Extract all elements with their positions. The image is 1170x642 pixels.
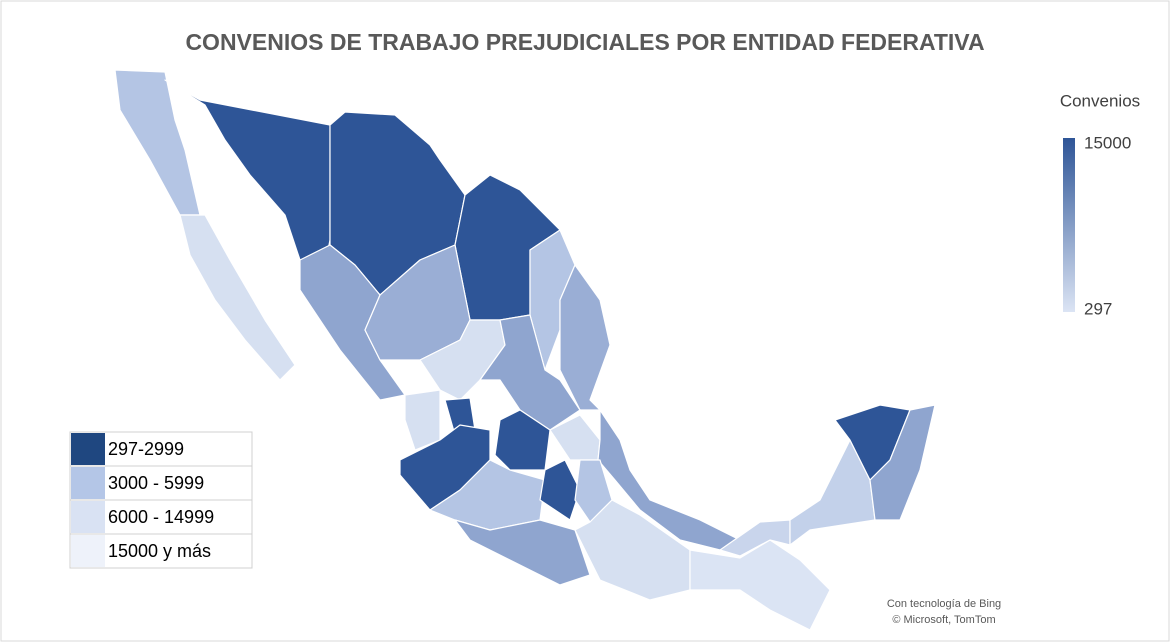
scale-title: Convenios — [1060, 91, 1140, 110]
attribution: Con tecnología de Bing — [887, 598, 1001, 610]
legend: 297-2999 3000 - 5999 6000 - 14999 15000 y m… — [69, 431, 253, 569]
states — [114, 69, 936, 631]
legend-swatch — [71, 467, 105, 499]
state — [539, 459, 581, 521]
legend-swatch — [71, 433, 105, 465]
attribution: © Microsoft, TomTom — [892, 614, 995, 626]
state — [179, 214, 296, 381]
state — [454, 519, 591, 586]
state — [869, 404, 936, 521]
legend-label: 15000 y más — [108, 541, 211, 561]
state — [689, 539, 831, 631]
state — [404, 389, 441, 451]
legend-label: 6000 - 14999 — [108, 507, 214, 527]
state — [559, 264, 611, 411]
legend-swatch — [71, 501, 105, 533]
legend-label: 3000 - 5999 — [108, 473, 204, 493]
scale-max-label: 15000 — [1084, 133, 1131, 152]
map-title: CONVENIOS DE TRABAJO PREJUDICIALES POR E… — [185, 29, 984, 55]
legend-label: 297-2999 — [108, 439, 184, 459]
color-scale — [1063, 138, 1075, 312]
legend-swatch — [71, 535, 105, 567]
scale-min-label: 297 — [1084, 299, 1112, 318]
